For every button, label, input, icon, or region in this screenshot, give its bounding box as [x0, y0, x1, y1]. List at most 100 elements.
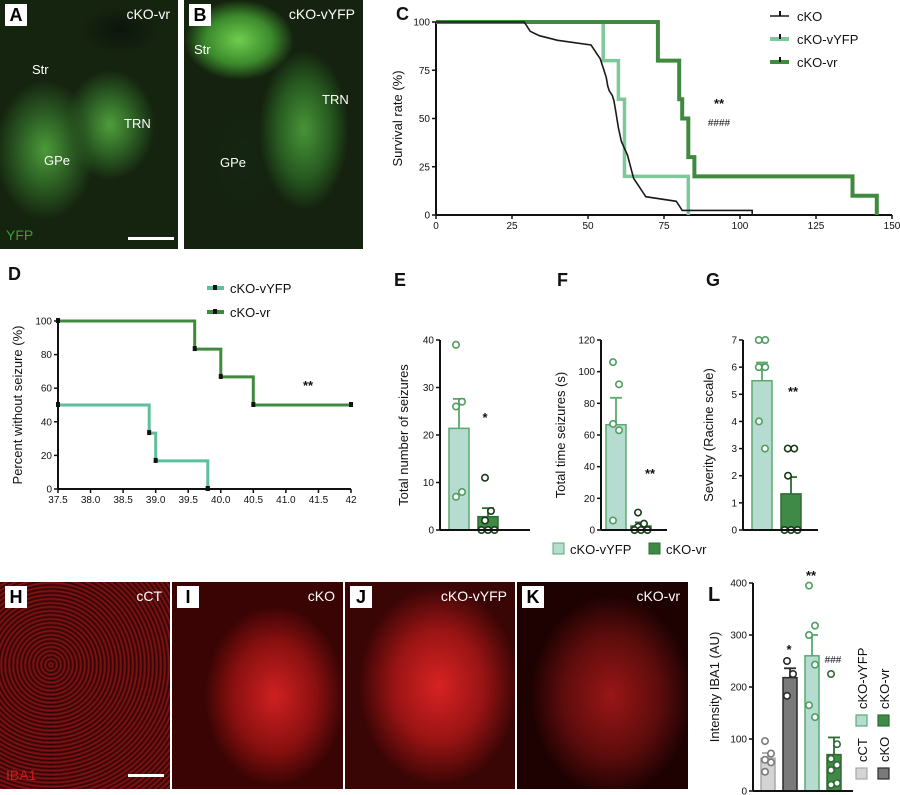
- svg-text:300: 300: [730, 631, 747, 642]
- svg-text:2: 2: [731, 471, 737, 482]
- svg-text:*: *: [482, 410, 488, 425]
- svg-text:39.0: 39.0: [146, 495, 166, 506]
- svg-text:Total number of seizures: Total number of seizures: [396, 364, 411, 506]
- svg-text:200: 200: [730, 683, 747, 694]
- scale-bar: [128, 774, 164, 777]
- panel-letter-a: A: [5, 4, 27, 26]
- seizure-free-chart-d: 0 20 40 60 80 100 37.5 38.0 38.5 39.0 39.5 40.0 40.5…: [10, 281, 357, 506]
- svg-text:**: **: [303, 378, 314, 393]
- panel-letter-g: G: [706, 270, 721, 290]
- svg-text:5: 5: [731, 390, 737, 401]
- svg-text:50: 50: [582, 221, 594, 232]
- svg-text:cKO-vr: cKO-vr: [797, 55, 838, 70]
- micrograph-panel-i: I cKO: [172, 582, 343, 789]
- svg-text:60: 60: [584, 431, 596, 442]
- panel-letter-b: B: [189, 4, 211, 26]
- stain-label-iba1: IBA1: [6, 767, 37, 783]
- svg-text:20: 20: [41, 451, 53, 462]
- svg-text:**: **: [806, 568, 817, 583]
- svg-text:100: 100: [578, 367, 595, 378]
- scale-bar: [128, 237, 174, 240]
- svg-text:25: 25: [506, 221, 518, 232]
- micrograph-panel-j: J cKO-vYFP: [345, 582, 515, 789]
- panel-tag-j: cKO-vYFP: [440, 588, 507, 604]
- svg-text:40: 40: [423, 336, 435, 347]
- panel-tag-b: cKO-vYFP: [288, 6, 355, 22]
- panel-tag-h: cCT: [136, 588, 162, 604]
- svg-text:4: 4: [731, 417, 737, 428]
- svg-text:60: 60: [41, 384, 53, 395]
- svg-text:Intensity IBA1 (AU): Intensity IBA1 (AU): [707, 632, 722, 743]
- svg-text:100: 100: [35, 317, 52, 328]
- svg-text:80: 80: [41, 350, 53, 361]
- panel-letter-k: K: [522, 586, 544, 608]
- svg-text:0: 0: [424, 211, 430, 222]
- region-label-str: Str: [194, 42, 211, 57]
- panel-letter-i: I: [177, 586, 199, 608]
- svg-text:38.5: 38.5: [113, 495, 133, 506]
- svg-text:50: 50: [419, 114, 431, 125]
- panel-letter-l: L: [708, 584, 721, 606]
- svg-text:40: 40: [41, 417, 53, 428]
- panel-letter-j: J: [350, 586, 372, 608]
- svg-text:7: 7: [731, 336, 737, 347]
- svg-text:cKO-vr: cKO-vr: [230, 305, 271, 320]
- svg-text:**: **: [714, 96, 725, 111]
- svg-text:75: 75: [658, 221, 670, 232]
- svg-text:cKO-vYFP: cKO-vYFP: [230, 281, 291, 296]
- panel-letter-c: C: [396, 4, 409, 24]
- svg-text:0: 0: [433, 221, 439, 232]
- svg-text:37.5: 37.5: [48, 495, 68, 506]
- svg-text:0: 0: [589, 526, 595, 537]
- svg-text:Survival rate (%): Survival rate (%): [390, 70, 405, 166]
- svg-text:0: 0: [46, 485, 52, 496]
- region-label-trn: TRN: [322, 92, 349, 107]
- svg-text:Percent without seizure (%): Percent without seizure (%): [10, 326, 25, 485]
- panel-letter-d: D: [8, 264, 21, 284]
- svg-text:####: ####: [708, 118, 731, 129]
- svg-text:0: 0: [741, 787, 747, 795]
- svg-text:0: 0: [428, 526, 434, 537]
- panel-letter-f: F: [557, 270, 568, 290]
- svg-text:**: **: [788, 384, 799, 399]
- panel-tag-k: cKO-vr: [636, 588, 680, 604]
- svg-text:100: 100: [730, 735, 747, 746]
- svg-text:100: 100: [413, 18, 430, 29]
- svg-text:0: 0: [731, 526, 737, 537]
- panel-letter-e: E: [394, 270, 407, 290]
- micrograph-panel-b: B cKO-vYFP Str TRN GPe: [184, 0, 363, 249]
- svg-text:*: *: [786, 642, 792, 657]
- svg-text:20: 20: [584, 494, 596, 505]
- svg-text:10: 10: [423, 478, 435, 489]
- panel-tag-a: cKO-vr: [126, 6, 170, 22]
- panel-letter-h: H: [5, 586, 27, 608]
- svg-text:cKO-vYFP: cKO-vYFP: [855, 648, 870, 709]
- svg-text:1: 1: [731, 498, 737, 509]
- svg-text:75: 75: [419, 66, 431, 77]
- svg-text:cKO-vYFP: cKO-vYFP: [797, 32, 858, 47]
- svg-text:100: 100: [732, 221, 749, 232]
- svg-text:cKO: cKO: [877, 737, 892, 762]
- panel-tag-i: cKO: [307, 588, 335, 604]
- svg-text:41.5: 41.5: [309, 495, 329, 506]
- svg-text:Total time seizures (s): Total time seizures (s): [553, 372, 568, 498]
- svg-text:30: 30: [423, 383, 435, 394]
- svg-text:cKO: cKO: [797, 9, 822, 24]
- svg-text:80: 80: [584, 399, 596, 410]
- region-label-trn: TRN: [124, 116, 151, 131]
- micrograph-panel-k: K cKO-vr: [517, 582, 688, 789]
- svg-text:38.0: 38.0: [81, 495, 101, 506]
- svg-text:40: 40: [584, 462, 596, 473]
- survival-chart-c: 0 25 50 75 100 0 25 50 75 100 125 150 Survival rate …: [390, 9, 900, 232]
- svg-text:20: 20: [423, 431, 435, 442]
- region-label-str: Str: [32, 62, 49, 77]
- svg-text:42: 42: [345, 495, 357, 506]
- svg-text:###: ###: [825, 655, 842, 666]
- svg-text:6: 6: [731, 363, 737, 374]
- region-label-gpe: GPe: [220, 155, 247, 170]
- svg-text:Severity (Racine scale): Severity (Racine scale): [701, 368, 716, 502]
- svg-text:40.5: 40.5: [244, 495, 264, 506]
- svg-text:120: 120: [578, 336, 595, 347]
